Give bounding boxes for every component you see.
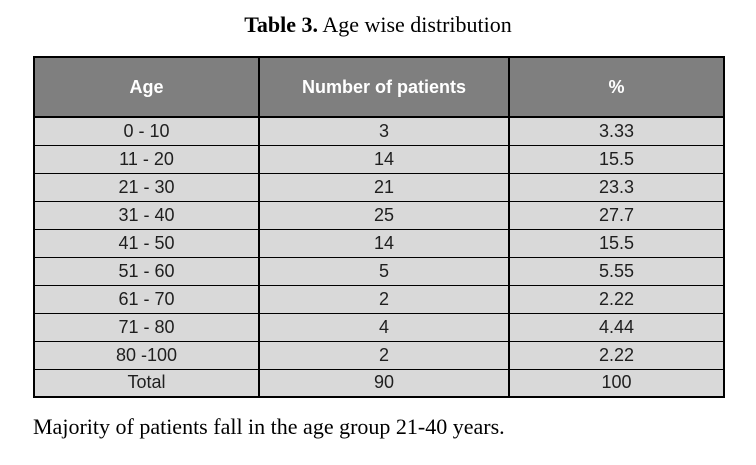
table-title-text: Age wise distribution: [318, 12, 512, 37]
cell-percent: 15.5: [508, 228, 725, 258]
table-title: Table 3. Age wise distribution: [33, 12, 723, 38]
table-row-total: Total 90 100: [33, 368, 725, 398]
table-row: 11 - 20 14 15.5: [33, 144, 725, 174]
table-row: 61 - 70 2 2.22: [33, 284, 725, 314]
cell-patients: 4: [258, 312, 510, 342]
cell-percent: 23.3: [508, 172, 725, 202]
cell-age: 21 - 30: [33, 172, 260, 202]
cell-patients: 2: [258, 340, 510, 370]
table-title-label: Table 3.: [244, 12, 319, 37]
cell-age-total: Total: [33, 368, 260, 398]
table-row: 51 - 60 5 5.55: [33, 256, 725, 286]
table-row: 80 -100 2 2.22: [33, 340, 725, 370]
header-cell-age: Age: [33, 56, 260, 118]
age-distribution-table: Age Number of patients % 0 - 10 3 3.33 1…: [33, 56, 725, 398]
cell-patients: 21: [258, 172, 510, 202]
cell-patients-total: 90: [258, 368, 510, 398]
cell-percent: 2.22: [508, 340, 725, 370]
header-cell-patients: Number of patients: [258, 56, 510, 118]
cell-percent-total: 100: [508, 368, 725, 398]
cell-percent: 4.44: [508, 312, 725, 342]
table-row: 41 - 50 14 15.5: [33, 228, 725, 258]
cell-age: 61 - 70: [33, 284, 260, 314]
cell-patients: 2: [258, 284, 510, 314]
cell-age: 41 - 50: [33, 228, 260, 258]
cell-age: 31 - 40: [33, 200, 260, 230]
table-row: 0 - 10 3 3.33: [33, 116, 725, 146]
cell-age: 71 - 80: [33, 312, 260, 342]
cell-patients: 25: [258, 200, 510, 230]
cell-patients: 14: [258, 144, 510, 174]
cell-patients: 3: [258, 116, 510, 146]
cell-patients: 14: [258, 228, 510, 258]
header-cell-percent: %: [508, 56, 725, 118]
cell-percent: 27.7: [508, 200, 725, 230]
cell-age: 80 -100: [33, 340, 260, 370]
cell-percent: 3.33: [508, 116, 725, 146]
cell-age: 51 - 60: [33, 256, 260, 286]
table-row: 71 - 80 4 4.44: [33, 312, 725, 342]
cell-percent: 2.22: [508, 284, 725, 314]
cell-age: 11 - 20: [33, 144, 260, 174]
table-row: 31 - 40 25 27.7: [33, 200, 725, 230]
header-row: Age Number of patients %: [33, 56, 725, 118]
cell-percent: 15.5: [508, 144, 725, 174]
cell-age: 0 - 10: [33, 116, 260, 146]
table-row: 21 - 30 21 23.3: [33, 172, 725, 202]
cell-patients: 5: [258, 256, 510, 286]
cell-percent: 5.55: [508, 256, 725, 286]
table-caption: Majority of patients fall in the age gro…: [33, 414, 505, 439]
